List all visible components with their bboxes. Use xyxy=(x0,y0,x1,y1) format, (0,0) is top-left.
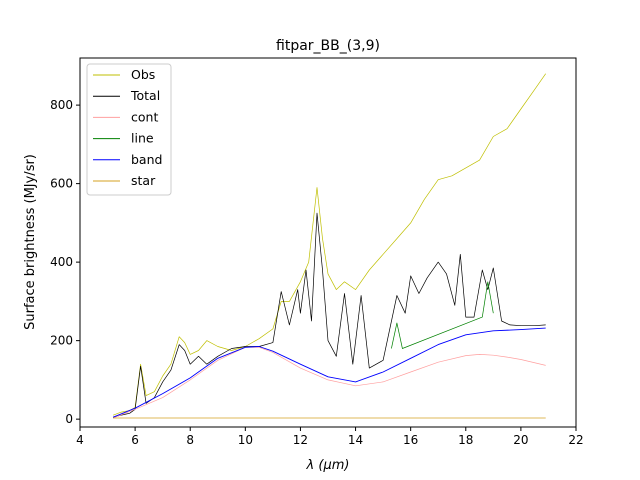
y-tick-label: 600 xyxy=(50,177,73,191)
y-tick-label: 200 xyxy=(50,334,73,348)
x-tick-label: 22 xyxy=(568,433,583,447)
legend: Obs Total cont line band star xyxy=(86,63,172,196)
legend-label-star: star xyxy=(131,173,156,188)
x-tick-label: 12 xyxy=(293,433,308,447)
y-axis-label: Surface brightness (MJy/sr) xyxy=(23,154,38,330)
legend-label-total: Total xyxy=(130,88,160,103)
y-axis-ticks: 0 200 400 600 800 xyxy=(50,98,80,426)
x-tick-label: 18 xyxy=(458,433,473,447)
x-axis-ticks: 4 6 8 10 12 14 16 18 20 22 xyxy=(76,427,584,447)
legend-box xyxy=(86,63,172,196)
x-tick-label: 10 xyxy=(238,433,253,447)
series-line-obs xyxy=(112,73,546,416)
x-tick-label: 4 xyxy=(76,433,84,447)
legend-label-line: line xyxy=(131,131,154,146)
x-tick-label: 8 xyxy=(186,433,194,447)
legend-label-cont: cont xyxy=(131,109,158,124)
series-line-line xyxy=(391,281,494,349)
chart-title: fitpar_BB_(3,9) xyxy=(276,38,380,54)
y-tick-label: 400 xyxy=(50,255,73,269)
series-line-band xyxy=(112,327,546,418)
x-tick-label: 6 xyxy=(131,433,139,447)
series-line-cont xyxy=(112,346,546,419)
axes-frame xyxy=(79,57,577,428)
legend-label-obs: Obs xyxy=(131,67,155,82)
x-tick-label: 16 xyxy=(403,433,418,447)
legend-label-band: band xyxy=(131,152,162,167)
plot-lines xyxy=(112,73,546,419)
y-tick-label: 0 xyxy=(65,412,73,426)
x-axis-label: λ (μm) xyxy=(306,458,350,473)
x-tick-label: 14 xyxy=(348,433,363,447)
x-tick-label: 20 xyxy=(513,433,528,447)
y-tick-label: 800 xyxy=(50,98,73,112)
series-line-total xyxy=(113,212,546,418)
